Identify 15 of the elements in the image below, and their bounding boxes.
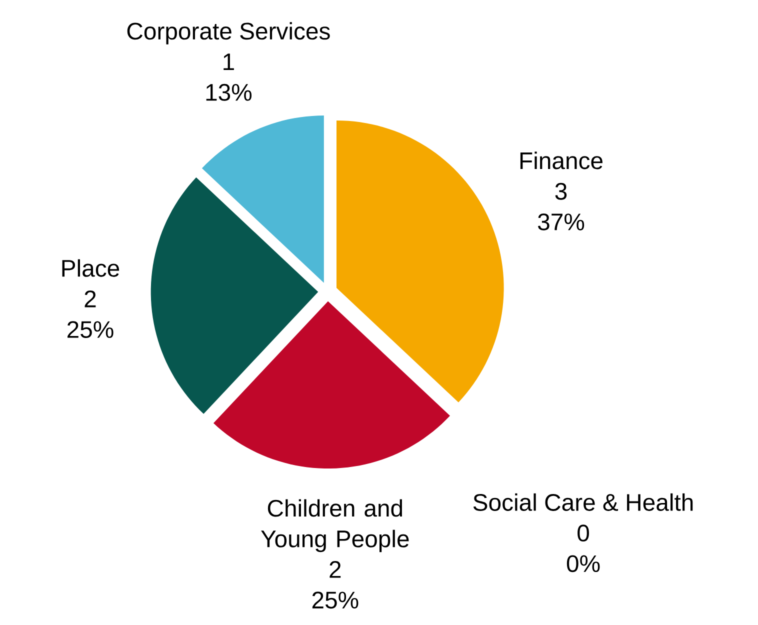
- category-label: Social Care & Health: [473, 493, 693, 511]
- slice-label: Place: [62, 259, 120, 277]
- slice-label: Children and Young People: [261, 499, 409, 552]
- text: 3: [555, 182, 567, 200]
- data-label: 25%: [68, 320, 114, 338]
- slice-label: Corporate Services: [127, 22, 330, 44]
- text: 1: [224, 53, 234, 70]
- data-label: 25%: [312, 591, 358, 608]
- text: 2: [84, 290, 96, 308]
- data-label: 37%: [538, 213, 584, 230]
- data-label: 13%: [206, 84, 252, 101]
- text: 0%: [566, 555, 600, 572]
- slice-label: Finance: [520, 151, 602, 170]
- text: 0: [578, 524, 589, 542]
- text: 2: [330, 560, 341, 578]
